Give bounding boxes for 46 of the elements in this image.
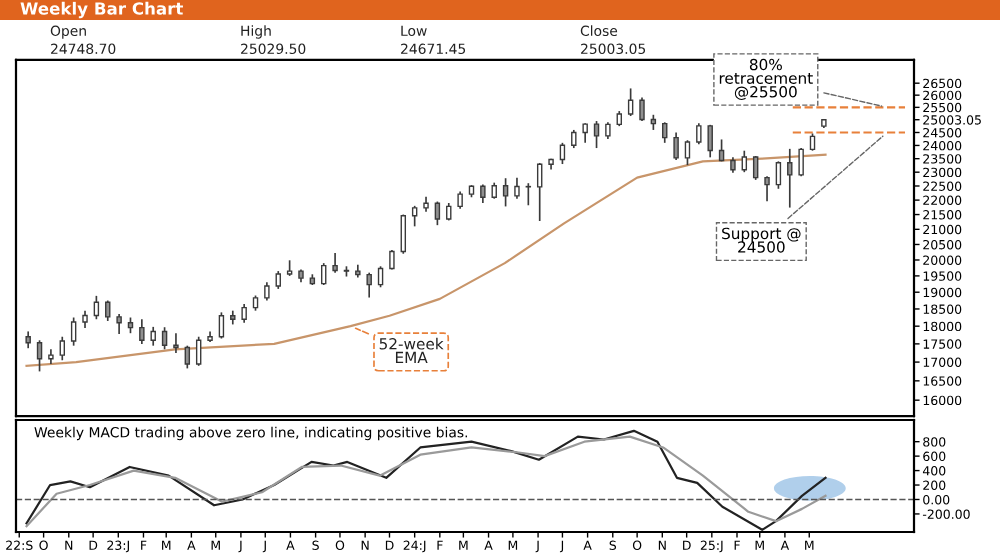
candlestick [139, 318, 145, 345]
candlestick [775, 160, 782, 190]
candlestick [411, 205, 418, 228]
candlestick [116, 313, 122, 335]
candlestick [332, 252, 338, 274]
candlestick [673, 131, 679, 161]
candlestick [514, 176, 520, 200]
candlestick [787, 148, 793, 209]
candlestick [173, 332, 179, 354]
candlestick [377, 265, 384, 289]
candlestick [627, 87, 634, 117]
candlestick [434, 200, 441, 226]
candlestick [93, 295, 100, 321]
candlestick [582, 122, 588, 144]
candlestick [593, 120, 600, 149]
candlestick [366, 271, 372, 299]
candlestick [741, 149, 748, 174]
candlestick [264, 281, 270, 302]
candlestick [480, 183, 486, 204]
candlestick [184, 344, 191, 370]
candlestick [400, 213, 407, 255]
candlestick [639, 96, 645, 122]
candlestick [536, 162, 543, 222]
candlestick [218, 311, 225, 340]
candlestick [70, 316, 77, 347]
line-series [25, 153, 827, 367]
candlestick [150, 326, 156, 347]
candlestick [696, 122, 702, 145]
candlestick [559, 141, 566, 165]
candlestick [59, 335, 66, 362]
candlestick [320, 262, 327, 286]
candlestick [525, 182, 532, 207]
candlestick [798, 147, 804, 178]
candlestick [707, 124, 713, 159]
candlestick [241, 303, 247, 324]
candlestick [662, 121, 668, 144]
candlestick [571, 129, 577, 149]
candlestick [502, 177, 509, 208]
candlestick [764, 175, 770, 203]
candlestick [105, 299, 111, 322]
candlestick [195, 335, 202, 367]
candlestick [752, 155, 759, 181]
chart-title: Weekly Bar Chart [20, 1, 183, 19]
candlestick [161, 326, 168, 351]
candlestick [684, 139, 691, 166]
candlestick [36, 339, 43, 373]
